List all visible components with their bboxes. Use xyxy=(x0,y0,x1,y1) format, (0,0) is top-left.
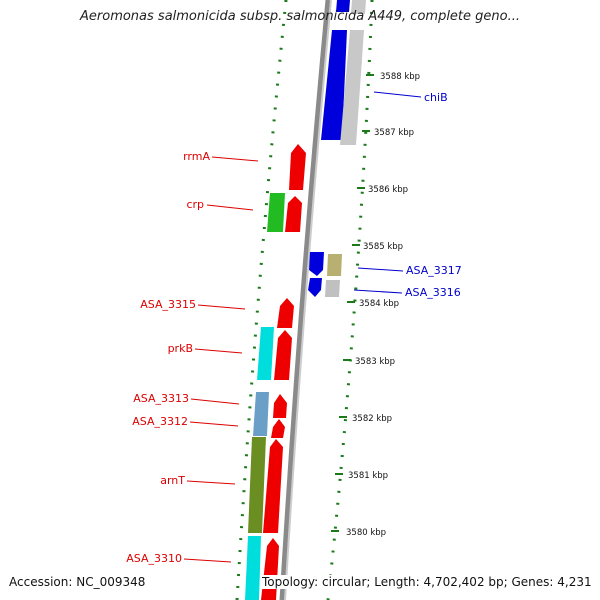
scale-ticks: 3588 kbp 3587 kbp 3586 kbp 3585 kbp 3584… xyxy=(331,72,420,538)
tick-label: 3581 kbp xyxy=(348,471,388,481)
gene-ASA_3317-blue[interactable] xyxy=(309,252,324,276)
gene-label-group: chiB rrmA crp ASA_3317 ASA_3316 ASA_3315… xyxy=(126,91,461,565)
gene-crp-red[interactable] xyxy=(285,196,302,232)
gene-label-prkB[interactable]: prkB xyxy=(168,342,193,355)
gene-ASA_3316-grey[interactable] xyxy=(325,280,340,297)
gene-ASA_3317-olive[interactable] xyxy=(327,254,342,276)
gene-top-grey[interactable] xyxy=(351,0,366,14)
tick-label: 3586 kbp xyxy=(368,185,408,195)
gene-prkB-cyan[interactable] xyxy=(257,327,274,380)
backbone-inner xyxy=(284,0,332,600)
tick-label: 3580 kbp xyxy=(346,528,386,538)
gene-prkB-red[interactable] xyxy=(274,330,292,380)
gene-chiB-blue[interactable] xyxy=(321,30,347,140)
gene-ASA_3315-red[interactable] xyxy=(277,298,294,328)
outer-tick-ring-left xyxy=(235,0,288,600)
gene-rrmA-red[interactable] xyxy=(289,144,306,190)
gene-label-ASA_3316[interactable]: ASA_3316 xyxy=(405,286,461,299)
tick-label: 3585 kbp xyxy=(363,242,403,252)
reverse-genes xyxy=(308,0,366,297)
gene-label-arnT[interactable]: arnT xyxy=(160,474,185,487)
gene-ASA_3312-red[interactable] xyxy=(271,419,285,438)
forward-genes xyxy=(245,144,306,600)
gene-arnT-red[interactable] xyxy=(263,439,283,533)
gene-label-ASA_3310[interactable]: ASA_3310 xyxy=(126,552,182,565)
map-title: Aeromonas salmonicida subsp. salmonicida… xyxy=(80,9,520,24)
gene-chiB-grey[interactable] xyxy=(340,30,364,145)
gene-ASA_3313-red[interactable] xyxy=(273,394,287,418)
gene-label-ASA_3315[interactable]: ASA_3315 xyxy=(140,298,196,311)
gene-label-ASA_3312[interactable]: ASA_3312 xyxy=(132,415,188,428)
label-leaders xyxy=(183,91,422,563)
gene-ASA_3310-cyan[interactable] xyxy=(245,536,261,600)
tick-label: 3584 kbp xyxy=(359,299,399,309)
gene-label-rrmA[interactable]: rrmA xyxy=(183,150,210,163)
gene-ASA_3313-stripes[interactable] xyxy=(253,392,269,436)
gene-arnT-olive[interactable] xyxy=(248,437,266,533)
gene-label-crp[interactable]: crp xyxy=(186,198,204,211)
gene-label-ASA_3317[interactable]: ASA_3317 xyxy=(406,264,462,277)
gene-crp-green[interactable] xyxy=(267,193,285,232)
tick-label: 3582 kbp xyxy=(352,414,392,424)
backbone-outer xyxy=(279,0,331,600)
gene-label-ASA_3313[interactable]: ASA_3313 xyxy=(133,392,189,405)
tick-label: 3587 kbp xyxy=(374,128,414,138)
outer-tick-ring-right xyxy=(326,0,374,600)
accession-text: Accession: NC_009348 xyxy=(9,575,146,589)
topology-text: Topology: circular; Length: 4,702,402 bp… xyxy=(262,575,592,589)
gene-ASA_3310-red[interactable] xyxy=(261,538,279,600)
gene-top-blue[interactable] xyxy=(336,0,350,12)
tick-label: 3588 kbp xyxy=(380,72,420,82)
gene-label-chiB[interactable]: chiB xyxy=(424,91,448,104)
tick-label: 3583 kbp xyxy=(355,357,395,367)
gene-ASA_3316-blue[interactable] xyxy=(308,278,322,297)
